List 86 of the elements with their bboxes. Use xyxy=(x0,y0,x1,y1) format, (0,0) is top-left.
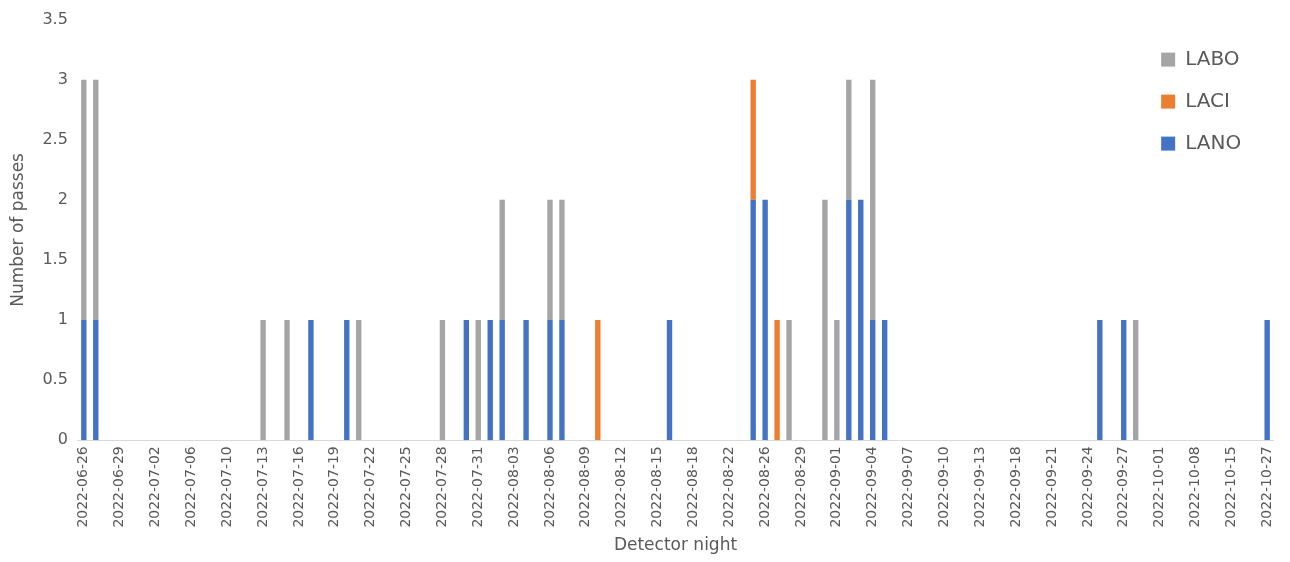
x-tick-label: 2022-09-18 xyxy=(1006,446,1023,528)
bar xyxy=(1132,320,1139,441)
bar xyxy=(344,320,350,441)
bar xyxy=(870,320,876,441)
x-tick-label: 2022-08-12 xyxy=(612,446,629,528)
y-tick-label: 2 xyxy=(57,189,68,209)
bar xyxy=(559,199,565,321)
bar xyxy=(846,199,852,441)
bar xyxy=(475,320,481,441)
bar xyxy=(93,79,99,321)
x-tick-label: 2022-09-04 xyxy=(863,446,880,528)
x-tick-label: 2022-10-08 xyxy=(1186,446,1203,528)
bar xyxy=(523,320,529,441)
x-tick-label: 2022-08-22 xyxy=(719,446,736,528)
bar xyxy=(356,320,362,441)
x-tick-label: 2022-10-15 xyxy=(1221,446,1238,528)
x-tick-label: 2022-08-09 xyxy=(576,446,593,528)
bar xyxy=(81,79,87,321)
x-tick-label: 2022-07-06 xyxy=(182,446,199,528)
x-tick-label: 2022-09-27 xyxy=(1114,446,1131,528)
x-tick-label: 2022-07-13 xyxy=(253,446,270,528)
x-tick-label: 2022-09-13 xyxy=(970,446,987,528)
x-tick-label: 2022-06-26 xyxy=(74,446,91,528)
legend-label: LANO xyxy=(1185,129,1242,154)
bar xyxy=(595,320,601,441)
x-tick-label: 2022-10-01 xyxy=(1150,446,1167,528)
y-tick-label: 3.5 xyxy=(42,8,68,28)
x-tick-label: 2022-09-21 xyxy=(1042,446,1059,528)
x-tick-label: 2022-07-25 xyxy=(397,446,414,528)
x-tick-label: 2022-07-10 xyxy=(217,446,234,528)
bar xyxy=(463,320,469,441)
bar xyxy=(284,320,290,441)
x-tick-label: 2022-08-18 xyxy=(684,446,701,528)
y-tick-label: 1.5 xyxy=(42,249,68,269)
bar xyxy=(750,199,756,441)
x-tick-label: 2022-08-29 xyxy=(791,446,808,528)
bar xyxy=(774,320,780,441)
x-tick-label: 2022-08-03 xyxy=(504,446,521,528)
legend-label: LACI xyxy=(1185,87,1230,112)
bar xyxy=(547,199,553,321)
x-tick-label: 2022-09-07 xyxy=(899,446,916,528)
y-tick-label: 2.5 xyxy=(42,128,68,148)
x-tick-label: 2022-09-24 xyxy=(1078,446,1095,528)
bar xyxy=(1097,320,1103,441)
bar xyxy=(834,320,840,441)
bar xyxy=(1264,320,1270,441)
x-tick-label: 2022-09-10 xyxy=(935,446,952,528)
x-tick-label: 2022-10-27 xyxy=(1257,446,1274,528)
x-tick-label: 2022-09-01 xyxy=(827,446,844,528)
x-tick-label: 2022-07-02 xyxy=(146,446,163,528)
y-tick-label: 0 xyxy=(57,429,68,449)
y-tick-label: 0.5 xyxy=(42,369,68,389)
x-tick-label: 2022-07-28 xyxy=(433,446,450,528)
bar xyxy=(93,320,99,441)
bar xyxy=(846,79,852,200)
bar xyxy=(439,320,446,441)
y-tick-label: 1 xyxy=(57,309,68,329)
x-tick-label: 2022-07-22 xyxy=(361,446,378,528)
x-tick-label: 2022-07-31 xyxy=(468,446,485,528)
bar xyxy=(559,320,565,441)
bar xyxy=(822,199,828,441)
bar xyxy=(858,199,864,441)
x-tick-label: 2022-06-29 xyxy=(110,446,127,528)
x-axis-title: Detector night xyxy=(613,534,738,555)
y-axis-title: Number of passes xyxy=(6,152,27,307)
bar xyxy=(870,79,876,321)
bar xyxy=(762,199,768,441)
bar xyxy=(547,320,553,441)
x-tick-label: 2022-07-16 xyxy=(289,446,306,528)
x-tick-label: 2022-08-15 xyxy=(648,446,665,528)
x-tick-label: 2022-08-06 xyxy=(540,446,557,528)
bar xyxy=(487,320,493,441)
bar xyxy=(260,320,266,441)
bar xyxy=(499,199,505,321)
bar xyxy=(308,320,314,441)
bar xyxy=(1121,320,1127,441)
bar xyxy=(499,320,505,441)
bar xyxy=(81,320,87,441)
y-tick-label: 3 xyxy=(57,68,68,88)
bar xyxy=(750,79,756,200)
x-tick-label: 2022-08-26 xyxy=(755,446,772,528)
bar xyxy=(786,320,792,441)
x-tick-label: 2022-07-19 xyxy=(325,446,342,528)
legend-label: LABO xyxy=(1185,45,1240,70)
bar xyxy=(666,320,673,441)
bar xyxy=(881,320,888,441)
